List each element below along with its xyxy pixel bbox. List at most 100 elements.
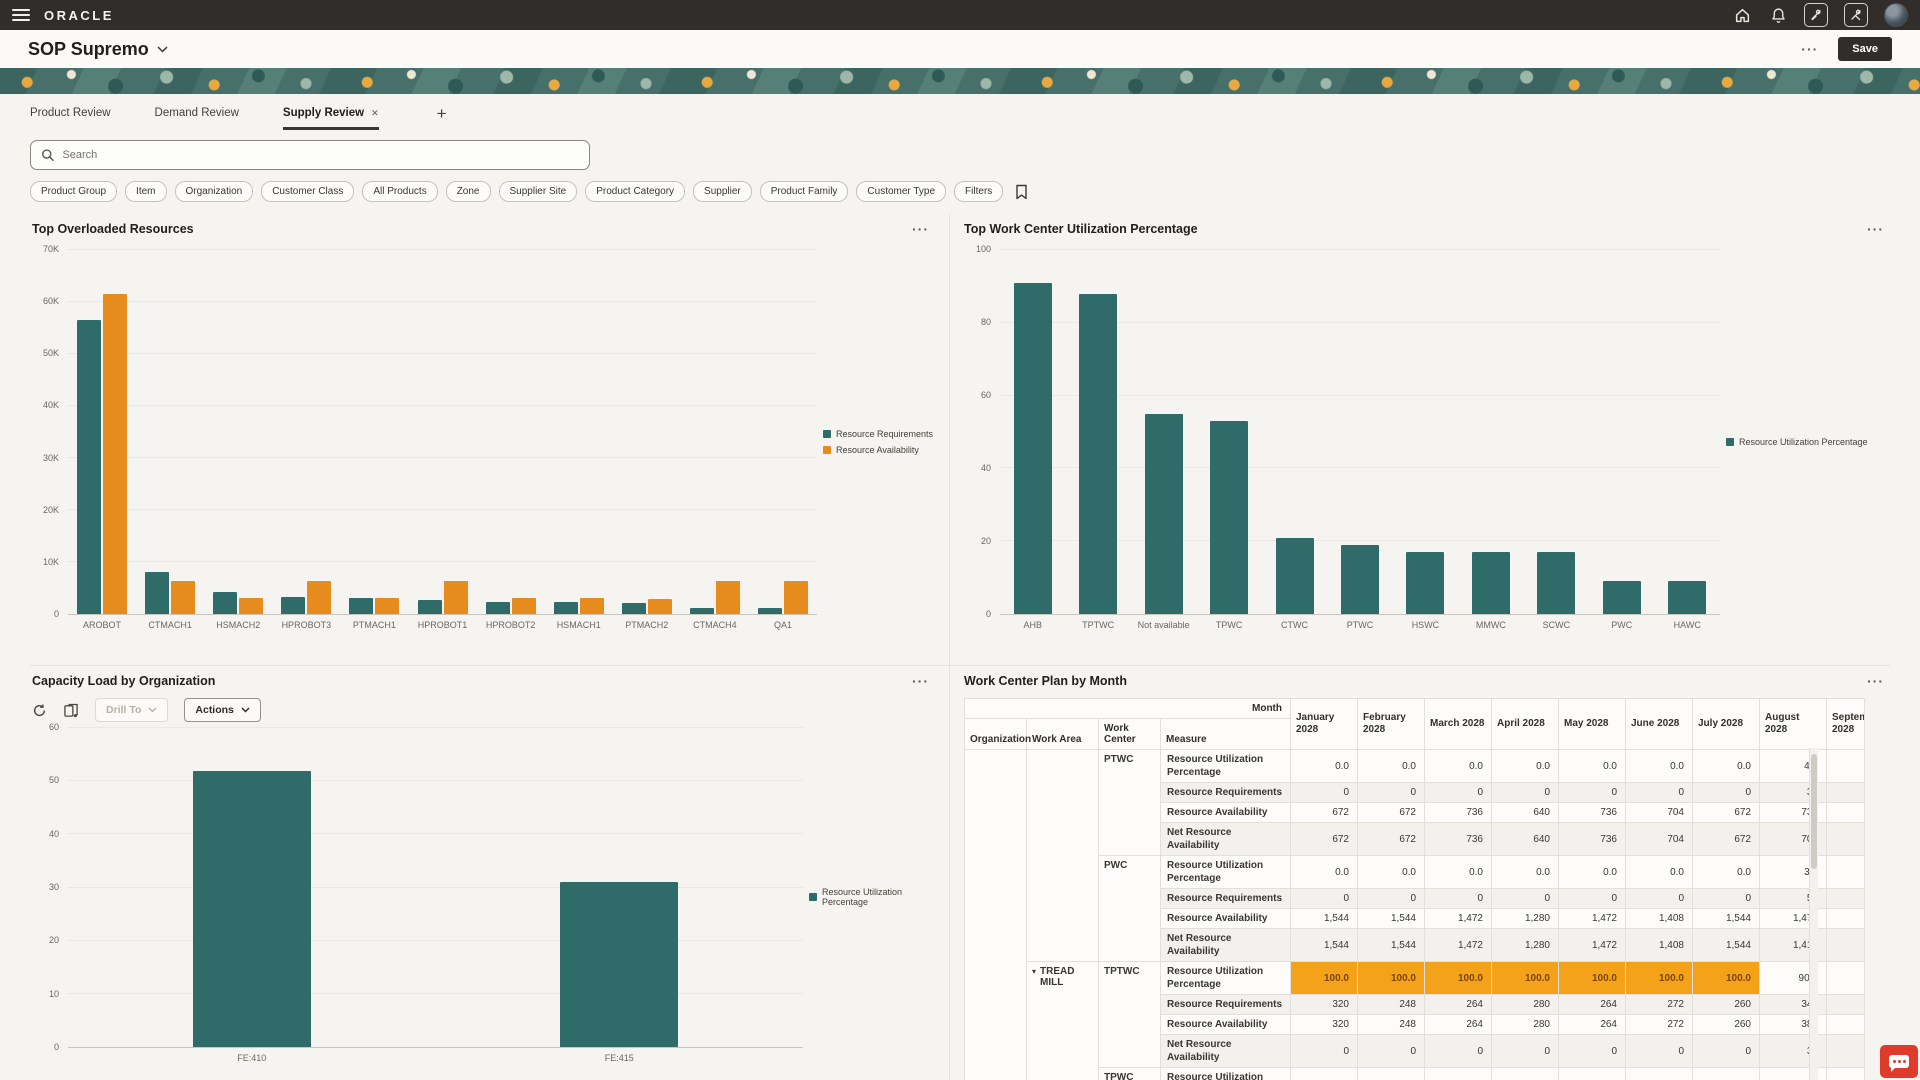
filter-chip-supplier-site[interactable]: Supplier Site <box>498 181 578 202</box>
filter-chip-filters[interactable]: Filters <box>954 181 1004 202</box>
feedback-chat-icon[interactable] <box>1880 1045 1918 1078</box>
bar-resource-utilization-percentage-tpwc[interactable] <box>1210 421 1249 614</box>
bookmark-icon[interactable] <box>1015 184 1028 200</box>
bar-resource-availability-ptmach2[interactable] <box>647 598 672 614</box>
bar-resource-availability-ptmach1[interactable] <box>375 597 400 614</box>
bar-resource-utilization-percentage-hswc[interactable] <box>1406 552 1445 614</box>
bar-group-ptmach1 <box>340 250 408 614</box>
bar-group-tptwc <box>1065 250 1130 614</box>
bar-resource-availability-arobot[interactable] <box>103 294 128 614</box>
bar-resource-availability-hprobot1[interactable] <box>443 581 468 614</box>
bar-resource-availability-hprobot2[interactable] <box>511 598 536 614</box>
panel-overflow-menu-icon[interactable]: ··· <box>912 673 929 689</box>
bar-resource-utilization-percentage-ptwc[interactable] <box>1340 544 1379 614</box>
chart-legend: Resource Requirements Resource Availabili… <box>817 250 935 633</box>
bar-resource-utilization-percentage-scwc[interactable] <box>1537 552 1576 614</box>
work-area-cell <box>1026 749 1099 962</box>
filter-chip-supplier[interactable]: Supplier <box>693 181 752 202</box>
add-tab-button[interactable]: + <box>436 104 447 123</box>
actions-label: Actions <box>195 704 234 716</box>
bar-resource-utilization-percentage-fe-415[interactable] <box>560 882 679 1047</box>
table-scrollbar-thumb[interactable] <box>1811 754 1817 869</box>
bar-resource-requirements-hsmach1[interactable] <box>553 602 578 614</box>
bar-resource-availability-qa1[interactable] <box>783 581 808 614</box>
panel-overflow-menu-icon[interactable]: ··· <box>1867 673 1884 689</box>
bar-resource-utilization-percentage-pwc[interactable] <box>1602 581 1641 614</box>
bar-resource-utilization-percentage-mmwc[interactable] <box>1471 552 1510 614</box>
bar-resource-requirements-ctmach4[interactable] <box>689 607 714 614</box>
bar-resource-requirements-ctmach1[interactable] <box>145 571 170 614</box>
bar-resource-utilization-percentage-not-available[interactable] <box>1144 413 1183 614</box>
x-tick-label: HPROBOT1 <box>417 620 468 630</box>
bar-resource-requirements-hsmach2[interactable] <box>213 592 238 614</box>
plot-area <box>68 727 803 1048</box>
filter-chip-all-products[interactable]: All Products <box>362 181 438 202</box>
bar-resource-availability-hsmach2[interactable] <box>239 597 264 614</box>
value-cell: 100.0 <box>1625 961 1693 995</box>
toolbar-slash-icon-2[interactable] <box>1844 3 1868 27</box>
value-cell: 1,544 <box>1290 908 1358 929</box>
table-row: Resource Requirements 320 248 264 280 264 272 2… <box>965 994 1865 1015</box>
table-row: Net Resource Availability000000036 <box>965 1034 1865 1068</box>
bar-resource-utilization-percentage-hawc[interactable] <box>1668 581 1707 614</box>
table-scrollbar[interactable] <box>1809 748 1818 1080</box>
filter-chip-item[interactable]: Item <box>125 181 167 202</box>
drill-to-button[interactable]: Drill To <box>95 698 169 722</box>
bar-resource-utilization-percentage-ahb[interactable] <box>1013 282 1052 614</box>
bar-group-tpwc <box>1196 250 1261 614</box>
filter-chip-product-family[interactable]: Product Family <box>759 181 849 202</box>
bar-resource-availability-ctmach1[interactable] <box>171 581 196 614</box>
y-axis: 0 10K 20K 30K 40K 50K 60K 70K <box>32 244 68 619</box>
menu-icon[interactable] <box>12 9 30 21</box>
bar-resource-requirements-hprobot1[interactable] <box>417 599 442 614</box>
flip-view-icon[interactable] <box>63 703 79 718</box>
home-icon[interactable] <box>1732 5 1752 25</box>
filter-chip-product-category[interactable]: Product Category <box>585 181 686 202</box>
bar-resource-availability-hsmach1[interactable] <box>579 597 604 614</box>
refresh-icon[interactable] <box>32 703 47 718</box>
filter-chip-customer-type[interactable]: Customer Type <box>856 181 947 202</box>
filter-chip-organization[interactable]: Organization <box>174 181 254 202</box>
panel-overflow-menu-icon[interactable]: ··· <box>1867 221 1884 237</box>
notifications-bell-icon[interactable] <box>1768 5 1788 25</box>
value-cell: 264 <box>1424 1014 1492 1035</box>
value-cell: 0.0 <box>1491 855 1559 889</box>
search-bar[interactable] <box>30 140 590 170</box>
chart-legend: Resource Utilization Percentage <box>803 728 935 1066</box>
filter-chip-customer-class[interactable]: Customer Class <box>261 181 355 202</box>
y-tick-label: 30 <box>48 882 59 892</box>
bar-resource-availability-hprobot3[interactable] <box>307 581 332 614</box>
gridline <box>68 457 817 458</box>
panel-overflow-menu-icon[interactable]: ··· <box>912 221 929 237</box>
month-header-august-2028: August 2028 <box>1759 698 1827 750</box>
tab-product-review[interactable]: Product Review <box>30 107 111 130</box>
tab-demand-review[interactable]: Demand Review <box>155 107 239 130</box>
y-tick-label: 60K <box>42 296 59 307</box>
collapse-caret-icon[interactable]: ▾ <box>1032 967 1037 976</box>
bar-resource-requirements-qa1[interactable] <box>757 607 782 614</box>
bar-resource-requirements-arobot[interactable] <box>77 320 102 614</box>
close-tab-icon[interactable]: ✕ <box>371 107 379 118</box>
filter-chip-zone[interactable]: Zone <box>445 181 491 202</box>
value-cell: 1,544 <box>1357 928 1425 962</box>
header-overflow-menu-icon[interactable]: ··· <box>1801 41 1819 57</box>
page-title[interactable]: SOP Supremo <box>28 39 168 60</box>
user-avatar[interactable] <box>1884 3 1908 27</box>
gridline <box>1000 321 1720 323</box>
bar-resource-utilization-percentage-tptwc[interactable] <box>1079 293 1118 614</box>
value-cell: 736 <box>1424 822 1492 856</box>
filter-chip-product-group[interactable]: Product Group <box>30 181 118 202</box>
save-button[interactable]: Save <box>1838 37 1892 61</box>
bar-resource-utilization-percentage-ctwc[interactable] <box>1275 537 1314 614</box>
bar-resource-utilization-percentage-fe-410[interactable] <box>192 770 311 1047</box>
bar-resource-requirements-hprobot3[interactable] <box>281 596 306 614</box>
actions-button[interactable]: Actions <box>184 698 261 722</box>
bar-resource-requirements-ptmach1[interactable] <box>349 597 374 614</box>
bar-resource-requirements-hprobot2[interactable] <box>485 602 510 614</box>
bar-resource-availability-ctmach4[interactable] <box>715 581 740 614</box>
y-axis: 0 10 20 30 40 50 60 <box>32 722 68 1052</box>
toolbar-slash-icon-1[interactable] <box>1804 3 1828 27</box>
tab-supply-review[interactable]: Supply Review ✕ <box>282 107 379 130</box>
bar-resource-requirements-ptmach2[interactable] <box>621 602 646 614</box>
search-input[interactable] <box>62 149 579 161</box>
